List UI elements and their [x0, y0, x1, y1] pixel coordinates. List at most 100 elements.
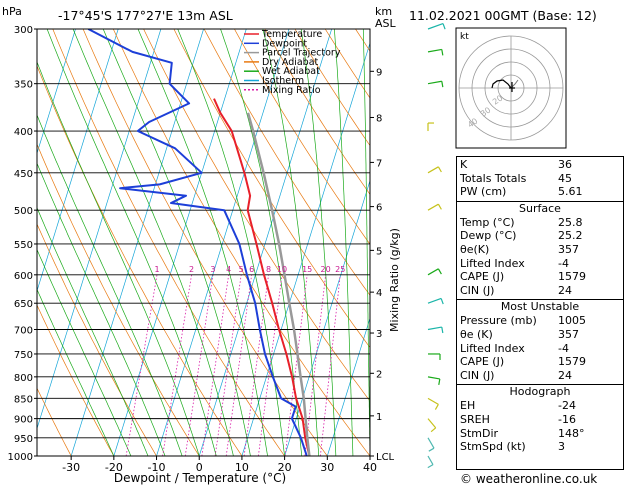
wind-barb [427, 326, 444, 334]
surface-temp-value: 25.8 [558, 215, 583, 229]
mixing-ratio-label: 2 [189, 265, 194, 274]
k-index-label: K [460, 158, 468, 171]
wind-barb-shaft [427, 455, 434, 465]
wind-barb [427, 22, 446, 30]
sreh-label: SREH [460, 412, 490, 426]
wind-barb [427, 48, 444, 56]
mixing-ratio-line [257, 274, 283, 456]
mixing-ratio-line [225, 274, 253, 456]
temperature-tick-label: 20 [278, 461, 292, 474]
surface-theta-value: 357 [558, 242, 579, 256]
location-title: -17°45'S 177°27'E 13m ASL [58, 8, 233, 23]
storm-motion-marker [509, 82, 515, 92]
temperature-tick-label: -20 [105, 461, 123, 474]
mixing-ratio-label: 10 [277, 265, 287, 274]
mu-li-label: Lifted Index [460, 341, 525, 355]
dry-adiabat-line [264, 29, 370, 196]
wind-barb-flag [437, 203, 442, 210]
mixing-ratio-label: 4 [226, 265, 231, 274]
wind-barb [427, 418, 437, 433]
pressure-axis: 300 350 400 450 500 550 600 650 700 750 800 850 900 9… [8, 25, 37, 463]
dry-adiabat-line [37, 143, 200, 456]
temperature-tick-label: 10 [235, 461, 249, 474]
pressure-tick-label: 800 [14, 373, 33, 384]
mixing-ratio-line [284, 274, 308, 456]
isotherm-line [198, 29, 333, 456]
wind-barb-flag [442, 23, 446, 30]
surface-cape-value: 1579 [558, 270, 586, 284]
isotherm-line [70, 29, 204, 456]
mu-theta-value: 357 [558, 327, 579, 341]
altitude-tick-label: 3 [376, 329, 382, 340]
dry-adiabat-line [52, 29, 285, 456]
legend-label: Parcel Trajectory [262, 48, 341, 59]
altitude-axis: 9 8 7 6 5 4 3 2 1 LCL [370, 67, 395, 463]
wind-barb [427, 122, 434, 132]
hodograph: kt 40 30 20 [455, 27, 567, 149]
pressure-tick-label: 350 [14, 80, 33, 91]
wind-barb [427, 268, 442, 276]
asl-unit-label: ASL [375, 17, 397, 30]
surface-li-value: -4 [558, 256, 569, 270]
wind-barb-flag [438, 378, 441, 385]
wind-barb [427, 397, 439, 410]
wind-barb-shaft [427, 268, 439, 276]
wind-barb-flag [427, 464, 434, 469]
pressure-tick-label: 300 [14, 25, 33, 36]
eh-label: EH [460, 399, 476, 413]
dry-adiabat-line [37, 223, 157, 456]
wind-barb-shaft [427, 48, 442, 53]
dry-adiabat-line [294, 29, 370, 147]
mixing-ratio-labels: 1 2 3 4 5 6 8 10 15 20 25 [154, 265, 345, 274]
mixing-ratio-label: 25 [335, 265, 345, 274]
altitude-tick-label: 7 [376, 158, 382, 169]
series-dewpoint [87, 29, 308, 456]
wind-barb-flag [437, 268, 442, 275]
mixing-ratio-label: 1 [154, 265, 159, 274]
dry-adiabat-line [234, 29, 370, 245]
pw-label: PW (cm) [460, 185, 507, 199]
wind-barb-shaft [427, 297, 442, 304]
wind-barbs [427, 22, 446, 469]
mixing-ratio-label: 15 [302, 265, 312, 274]
wet-adiabat-line [46, 29, 217, 456]
pressure-tick-label: 900 [14, 415, 33, 426]
mu-cape-label: CAPE (J) [460, 355, 505, 369]
pressure-tick-label: 650 [14, 299, 33, 310]
mu-cin-value: 24 [558, 368, 572, 382]
dry-adiabat-line [203, 29, 370, 296]
wind-barb [427, 80, 444, 88]
wind-barb-shaft [427, 166, 439, 174]
mixing-ratio-line [162, 274, 192, 456]
mixing-ratio-line [319, 274, 341, 456]
isotherm-line [156, 29, 290, 456]
mixing-ratio-label: 8 [266, 265, 271, 274]
temperature-tick-label: -10 [148, 461, 166, 474]
hodograph-trace [491, 79, 512, 89]
datetime-title: 11.02.2021 00GMT (Base: 12) [409, 8, 597, 23]
altitude-tick-label: 4 [376, 288, 382, 299]
surface-temp-label: Temp (°C) [460, 215, 515, 229]
isotherm-line [37, 29, 162, 430]
dry-adiabat-line [82, 29, 328, 456]
isotherm-line [284, 179, 370, 456]
altitude-tick-label: LCL [376, 452, 395, 463]
mixing-ratio-line [201, 274, 230, 456]
surface-dewp-value: 25.2 [558, 229, 583, 243]
dry-adiabat-line [143, 29, 370, 402]
mu-pressure-label: Pressure (mb) [460, 314, 537, 328]
wind-barb-flag [437, 166, 442, 173]
temperature-tick-label: 40 [363, 461, 377, 474]
mixing-ratio-label: 20 [321, 265, 331, 274]
pressure-tick-label: 400 [14, 127, 33, 138]
altitude-tick-label: 5 [376, 246, 382, 257]
dry-adiabat-line [37, 387, 72, 456]
wind-barb [427, 297, 444, 305]
surface-title: Surface [457, 200, 623, 216]
mu-li-value: -4 [558, 341, 569, 355]
wind-barb [427, 376, 441, 385]
dry-adiabat-line [112, 29, 370, 456]
altitude-tick-label: 2 [376, 369, 382, 380]
indices-panel: K 36 Totals Totals 45 PW (cm) 5.61 Surface … [456, 156, 624, 470]
